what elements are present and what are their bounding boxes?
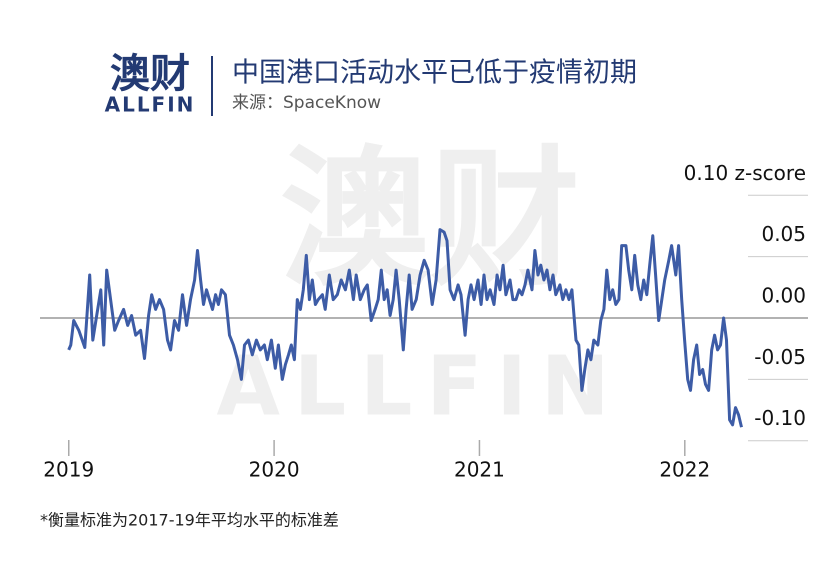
y-tick-label: 0.00: [761, 284, 806, 308]
y-tick-label: -0.10: [754, 406, 806, 430]
chart-title: 中国港口活动水平已低于疫情初期: [232, 58, 637, 89]
watermark-text: ALLFIN: [216, 339, 623, 434]
x-tick-label: 2019: [43, 458, 94, 482]
x-tick-label: 2022: [659, 458, 710, 482]
x-tick-label: 2021: [454, 458, 505, 482]
chart-subtitle: 来源：SpaceKnow: [232, 93, 381, 113]
y-tick-label: 0.10 z-score: [684, 161, 806, 185]
y-tick-label: 0.05: [761, 222, 806, 246]
footnote: *衡量标准为2017-19年平均水平的标准差: [40, 511, 339, 530]
logo-text: ALLFIN: [105, 93, 196, 117]
y-tick-label: -0.05: [754, 345, 806, 369]
data-line: [67, 228, 743, 428]
x-tick-label: 2020: [249, 458, 300, 482]
logo-mark: 澳财: [110, 51, 190, 97]
